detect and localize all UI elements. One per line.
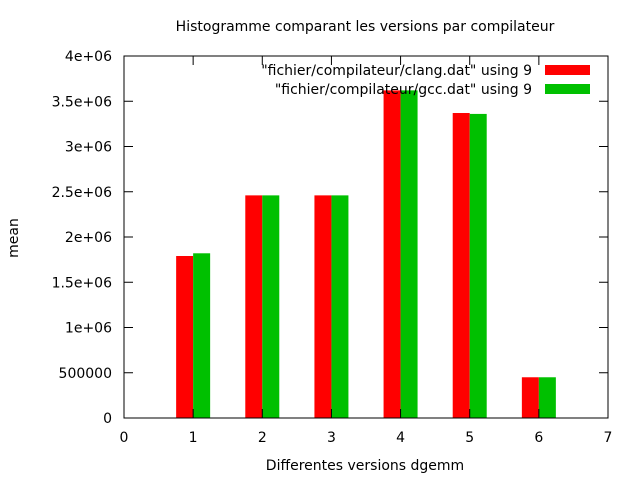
chart-title: Histogramme comparant les versions par c… (176, 19, 555, 35)
bars-layer (176, 90, 556, 419)
y-tick-label: 2e+06 (65, 230, 112, 246)
bar-gcc-1 (193, 253, 211, 418)
legend-swatch-gcc (545, 84, 590, 94)
x-tick-label: 2 (258, 430, 267, 446)
x-tick-label: 7 (604, 430, 613, 446)
bar-clang-5 (452, 113, 470, 418)
x-tick-label: 3 (327, 430, 336, 446)
legend-label-gcc: "fichier/compilateur/gcc.dat" using 9 (275, 82, 532, 98)
x-tick-label: 0 (120, 430, 129, 446)
y-tick-label: 1e+06 (65, 321, 112, 337)
y-tick-label: 2.5e+06 (52, 185, 113, 201)
y-tick-label: 4e+06 (65, 49, 112, 65)
bar-gcc-2 (262, 195, 280, 418)
bar-clang-3 (314, 195, 332, 418)
x-axis-label: Differentes versions dgemm (266, 458, 464, 474)
x-tick-label: 5 (465, 430, 474, 446)
bar-gcc-3 (331, 195, 349, 418)
y-tick-label: 500000 (59, 366, 112, 382)
bar-gcc-4 (400, 90, 418, 418)
y-tick-label: 0 (103, 411, 112, 427)
y-axis-label: mean (6, 218, 22, 258)
bar-clang-2 (245, 195, 263, 418)
bar-gcc-6 (538, 377, 556, 418)
y-tick-label: 3.5e+06 (52, 94, 113, 110)
axes-layer: 0 500000 1e+06 1.5e+06 2e+06 2.5e+06 3e+06 3.5e… (52, 49, 613, 446)
bar-clang-4 (383, 90, 401, 418)
y-tick-label: 3e+06 (65, 140, 112, 156)
x-tick-label: 6 (534, 430, 543, 446)
bar-gcc-5 (469, 113, 487, 419)
bar-clang-1 (176, 256, 194, 418)
x-tick-label: 1 (189, 430, 198, 446)
legend-label-clang: "fichier/compilateur/clang.dat" using 9 (261, 63, 532, 79)
legend-swatch-clang (545, 65, 590, 75)
bar-clang-6 (521, 377, 539, 418)
x-tick-label: 4 (396, 430, 405, 446)
legend: "fichier/compilateur/clang.dat" using 9 "… (261, 63, 590, 98)
y-tick-label: 1.5e+06 (52, 275, 113, 291)
